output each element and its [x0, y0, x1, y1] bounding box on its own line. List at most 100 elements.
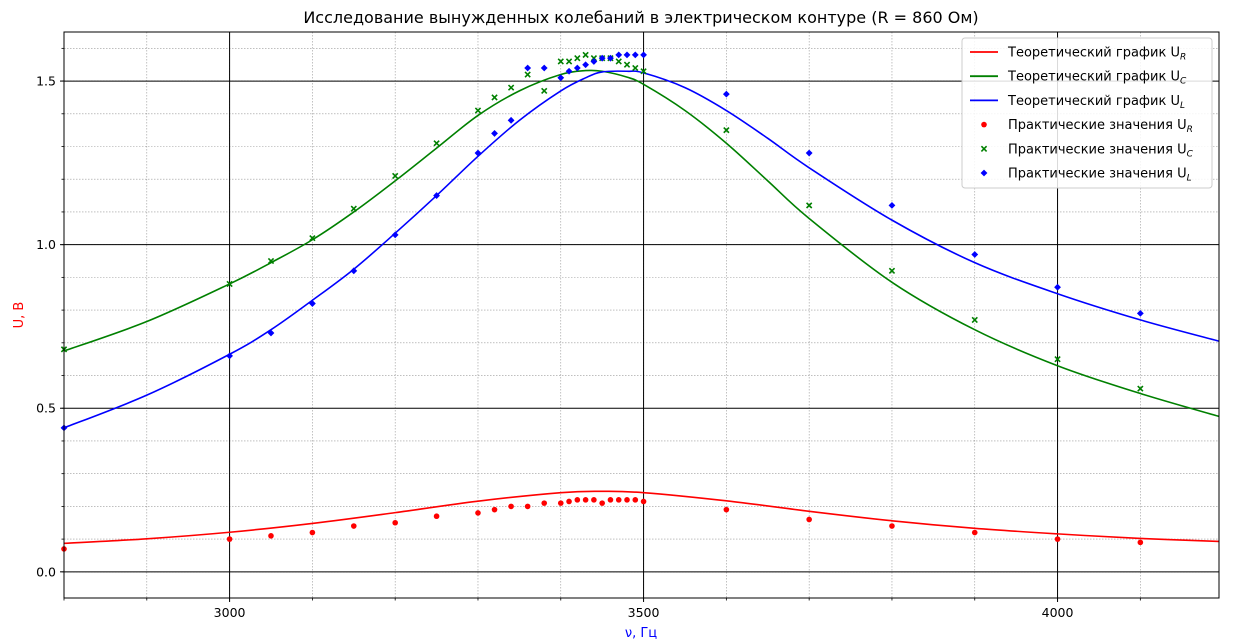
- measured-ur-point: [599, 500, 605, 506]
- measured-ur-point: [591, 497, 597, 503]
- chart-title: Исследование вынужденных колебаний в эле…: [303, 8, 978, 27]
- legend-marker-swatch: [981, 121, 987, 128]
- legend-label-subscript: L: [1180, 101, 1185, 111]
- measured-ul-point: [573, 64, 581, 72]
- measured-ul-point: [1054, 283, 1061, 291]
- y-tick-label: 0.0: [36, 564, 56, 579]
- measured-ul-point: [308, 300, 316, 307]
- plot-series: [64, 69, 1219, 545]
- measured-ul-point: [598, 54, 606, 62]
- measured-ur-point: [615, 497, 622, 503]
- measured-uc-point: [805, 202, 813, 209]
- measured-uc-point: [524, 71, 531, 78]
- plot-area: [60, 51, 1219, 552]
- measured-ur-point: [557, 500, 564, 506]
- measured-ul-point: [491, 130, 498, 137]
- legend-label: Практические значения UL: [1008, 167, 1192, 184]
- measured-uc-point: [1054, 356, 1061, 363]
- measured-uc-point: [392, 172, 399, 180]
- measured-ur-point: [508, 503, 514, 510]
- measured-ur-point: [1054, 536, 1061, 542]
- measured-ul-point: [350, 267, 358, 275]
- measured-ul-point: [540, 64, 548, 72]
- measured-ur-point: [971, 529, 978, 536]
- plot-frame: [63, 31, 1220, 599]
- measured-uc-point: [615, 58, 622, 65]
- legend-label-base: Теоретический график U: [1007, 46, 1180, 61]
- x-tick-label: 3000: [214, 605, 246, 620]
- measured-ur-point: [806, 516, 812, 523]
- legend-item-theory-uc: Теоретический график UC: [970, 70, 1187, 87]
- measured-ul-point: [524, 64, 532, 72]
- y-tick-label: 1.5: [36, 74, 56, 89]
- measured-ul-point: [607, 54, 614, 62]
- measured-ul-point: [507, 116, 515, 124]
- measured-uc-point: [474, 107, 482, 114]
- measured-ur-point: [268, 533, 274, 539]
- x-tick-label: 3500: [628, 605, 660, 620]
- legend-label-subscript: C: [1187, 149, 1194, 159]
- legend-label-subscript: R: [1187, 125, 1193, 135]
- measured-ul-point: [722, 90, 730, 98]
- measured-uc-point: [971, 316, 978, 324]
- measured-ur-point: [1137, 539, 1144, 546]
- measured-ul-point: [631, 51, 639, 59]
- measured-ur-point: [574, 497, 581, 503]
- measured-ul-point: [888, 201, 896, 209]
- measured-ul-point: [391, 231, 399, 239]
- measured-ur-point: [475, 510, 481, 516]
- measured-ur-points: [61, 497, 1144, 552]
- measured-uc-point: [541, 87, 548, 95]
- measured-uc-point: [507, 84, 515, 91]
- measured-ur-point: [723, 506, 730, 513]
- measured-ul-point: [565, 67, 573, 75]
- axis-ticks: 3000 3500 4000 0.0 0.5 1.0 1.5: [36, 47, 1141, 620]
- measured-uc-point: [723, 126, 730, 134]
- measured-uc-point: [226, 280, 233, 288]
- measured-ur-point: [309, 529, 316, 536]
- measured-uc-point: [640, 68, 647, 75]
- measured-ul-point: [557, 74, 565, 82]
- measured-ur-point: [640, 498, 647, 505]
- legend-label: Теоретический график UL: [1007, 94, 1185, 111]
- legend-marker-swatch: [980, 145, 988, 152]
- measured-uc-point: [574, 55, 581, 62]
- measured-ul-point: [640, 51, 647, 59]
- measured-ur-point: [350, 523, 357, 529]
- x-axis-label: ν, Гц: [625, 626, 657, 641]
- legend-label-base: Теоретический график U: [1007, 94, 1180, 109]
- measured-uc-point: [888, 267, 896, 274]
- legend-label: Теоретический график UR: [1007, 46, 1186, 63]
- legend-label-base: Практические значения U: [1008, 142, 1187, 157]
- measured-uc-point: [1137, 385, 1144, 392]
- measured-ul-point: [433, 192, 440, 199]
- legend-label-base: Теоретический график U: [1007, 70, 1180, 85]
- measured-uc-point: [623, 61, 631, 68]
- measured-ul-point: [971, 251, 979, 258]
- measured-uc-point: [565, 58, 573, 65]
- measured-ul-point: [267, 329, 275, 337]
- legend-label: Теоретический график UC: [1007, 70, 1187, 87]
- measured-ur-point: [226, 536, 233, 542]
- legend-label: Практические значения UR: [1008, 118, 1193, 135]
- measured-ul-point: [226, 352, 233, 360]
- measured-ur-point: [582, 497, 589, 503]
- legend-label-base: Практические значения U: [1008, 167, 1187, 182]
- measured-ur-point: [632, 497, 639, 503]
- theory-ul-line: [64, 70, 1219, 429]
- legend-box: [961, 37, 1213, 189]
- measured-ur-point: [541, 500, 548, 506]
- y-tick-label: 0.5: [36, 401, 56, 416]
- legend-item-measured-ul: Практические значения UL: [980, 167, 1192, 184]
- measured-ur-point: [624, 497, 630, 503]
- measured-uc-point: [267, 257, 275, 265]
- measured-ul-point: [805, 149, 813, 157]
- measured-ur-point: [392, 519, 398, 526]
- measured-uc-point: [350, 205, 357, 212]
- measured-ul-point: [582, 61, 590, 69]
- measured-ur-point: [524, 503, 531, 510]
- legend-item-theory-ur: Теоретический график UR: [970, 46, 1186, 63]
- measured-ul-point: [623, 51, 631, 59]
- measured-uc-point: [632, 64, 639, 72]
